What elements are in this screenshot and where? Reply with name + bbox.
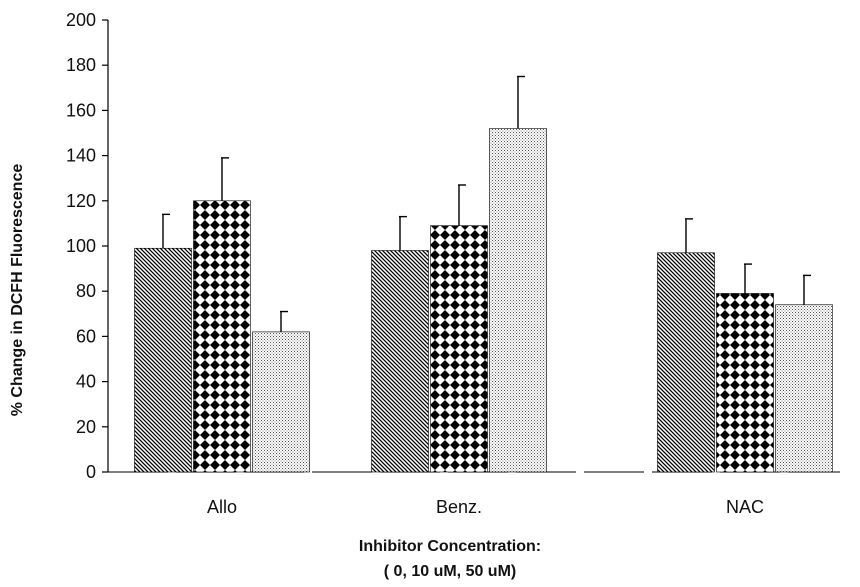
y-tick-label: 20	[76, 417, 96, 437]
bar	[193, 200, 251, 473]
y-tick-label: 0	[86, 462, 96, 482]
bar	[716, 293, 774, 473]
y-tick-label: 60	[76, 326, 96, 346]
y-tick-label: 180	[66, 55, 96, 75]
bar	[657, 252, 715, 473]
y-tick-label: 120	[66, 191, 96, 211]
bar	[489, 128, 547, 473]
y-axis-title: % Change in DCFH Fluorescence	[9, 163, 26, 417]
bar	[252, 331, 310, 473]
x-tick-label: Benz.	[436, 497, 482, 517]
bar	[371, 250, 429, 473]
tick-labels: 0 20 40 60 80 100 120 140 160 180 200 Allo Benz. NAC	[66, 10, 764, 517]
bar	[134, 247, 192, 473]
x-axis-title-line1: Inhibitor Concentration:	[358, 538, 542, 555]
bar	[430, 225, 488, 473]
x-tick-label: NAC	[726, 497, 764, 517]
bar	[775, 304, 833, 473]
y-tick-label: 160	[66, 100, 96, 120]
y-tick-label: 140	[66, 146, 96, 166]
x-tick-label: Allo	[207, 497, 237, 517]
y-tick-label: 100	[66, 236, 96, 256]
y-tick-label: 40	[76, 372, 96, 392]
y-tick-label: 80	[76, 281, 96, 301]
error-bars	[162, 75, 811, 332]
y-axis-title-wrap: % Change in DCFH Fluorescence	[6, 60, 30, 520]
bars	[134, 128, 833, 473]
y-tick-label: 200	[66, 10, 96, 30]
x-axis-title-line2: ( 0, 10 uM, 50 uM)	[383, 563, 517, 580]
